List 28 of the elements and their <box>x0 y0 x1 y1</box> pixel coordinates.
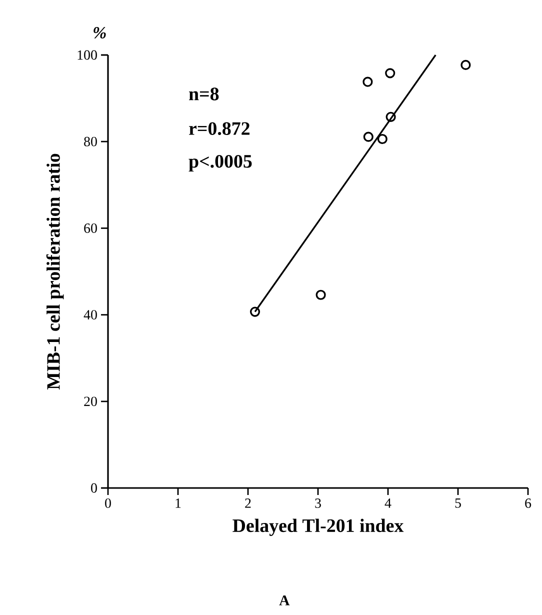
point <box>250 306 260 317</box>
x-tick-label: 0 <box>105 498 111 508</box>
point <box>385 68 396 78</box>
y-tick-label: 100 <box>78 50 97 60</box>
x-tick-label: 2 <box>245 498 251 508</box>
x-tick-label: 5 <box>455 498 461 508</box>
point <box>377 134 388 144</box>
x-axis-title: Delayed Tl-201 index <box>232 518 404 536</box>
point <box>460 60 471 70</box>
annotation: n=8 <box>189 88 219 100</box>
point <box>363 132 374 142</box>
y-axis-title: MIB-1 cell proliferation ratio <box>46 154 64 390</box>
x-tick-label: 3 <box>315 498 321 508</box>
point <box>316 290 326 300</box>
y-tick-label: 0 <box>91 483 97 493</box>
x-tick-label: 6 <box>525 498 532 508</box>
annotation: p<.0005 <box>188 154 252 172</box>
text: % <box>94 26 106 38</box>
y-tick-label: 80 <box>84 136 97 146</box>
x-tick-label: 1 <box>176 498 181 508</box>
text: A <box>279 595 290 606</box>
y-tick-label: 20 <box>84 396 97 406</box>
x-tick-label: 4 <box>384 498 392 508</box>
annotation: r=0.872 <box>189 122 250 136</box>
y-tick-label: 40 <box>84 310 97 320</box>
y-tick-label: 60 <box>84 223 97 233</box>
point <box>362 76 373 87</box>
point <box>386 112 396 122</box>
